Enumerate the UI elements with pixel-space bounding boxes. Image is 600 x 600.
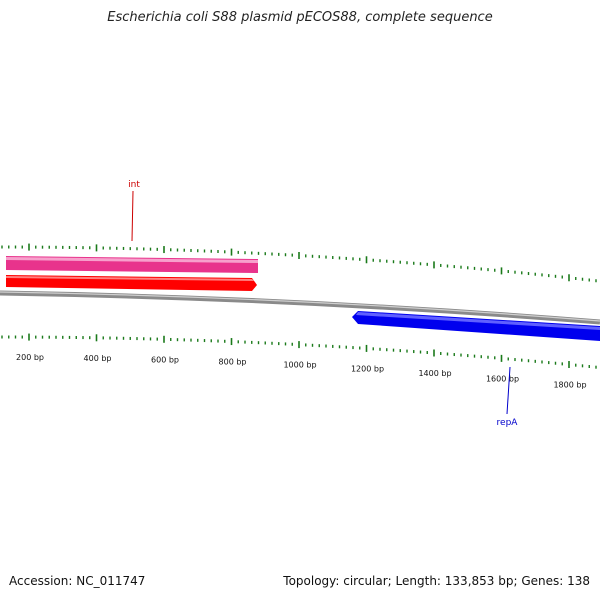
ruler-label: 1600 bp — [486, 374, 519, 383]
sequence-backbone-highlight — [0, 291, 600, 322]
lower-ruler-ticks — [1, 333, 597, 369]
ruler-label: 800 bp — [219, 358, 247, 367]
int-gene-label[interactable]: int — [128, 180, 140, 190]
ruler-label: 1200 bp — [351, 364, 384, 373]
topology-summary: Topology: circular; Length: 133,853 bp; … — [283, 574, 590, 588]
int-leader-line — [131, 190, 134, 242]
map-title: Escherichia coli S88 plasmid pECOS88, co… — [107, 10, 493, 25]
repA-gene-arrow-shine — [356, 312, 600, 330]
ruler-label: 1000 bp — [283, 361, 316, 370]
ruler-label: 1400 bp — [418, 369, 451, 378]
ruler-label: 1800 bp — [553, 381, 586, 390]
sequence-backbone — [0, 290, 600, 325]
ruler-label: 600 bp — [151, 355, 179, 364]
int-cds-bar-shine — [6, 257, 258, 263]
ruler-label: 200 bp — [16, 353, 44, 362]
repA-leader-line — [506, 366, 511, 415]
ruler-label: 400 bp — [84, 354, 112, 363]
int-gene-arrow-shine — [6, 276, 254, 281]
accession-text: Accession: NC_011747 — [9, 574, 146, 588]
ruler-labels: 200 bp 400 bp 600 bp 800 bp 1000 bp 1200 bp 14… — [16, 353, 587, 390]
upper-ruler-ticks — [1, 243, 597, 283]
repA-gene-label[interactable]: repA — [497, 418, 519, 428]
